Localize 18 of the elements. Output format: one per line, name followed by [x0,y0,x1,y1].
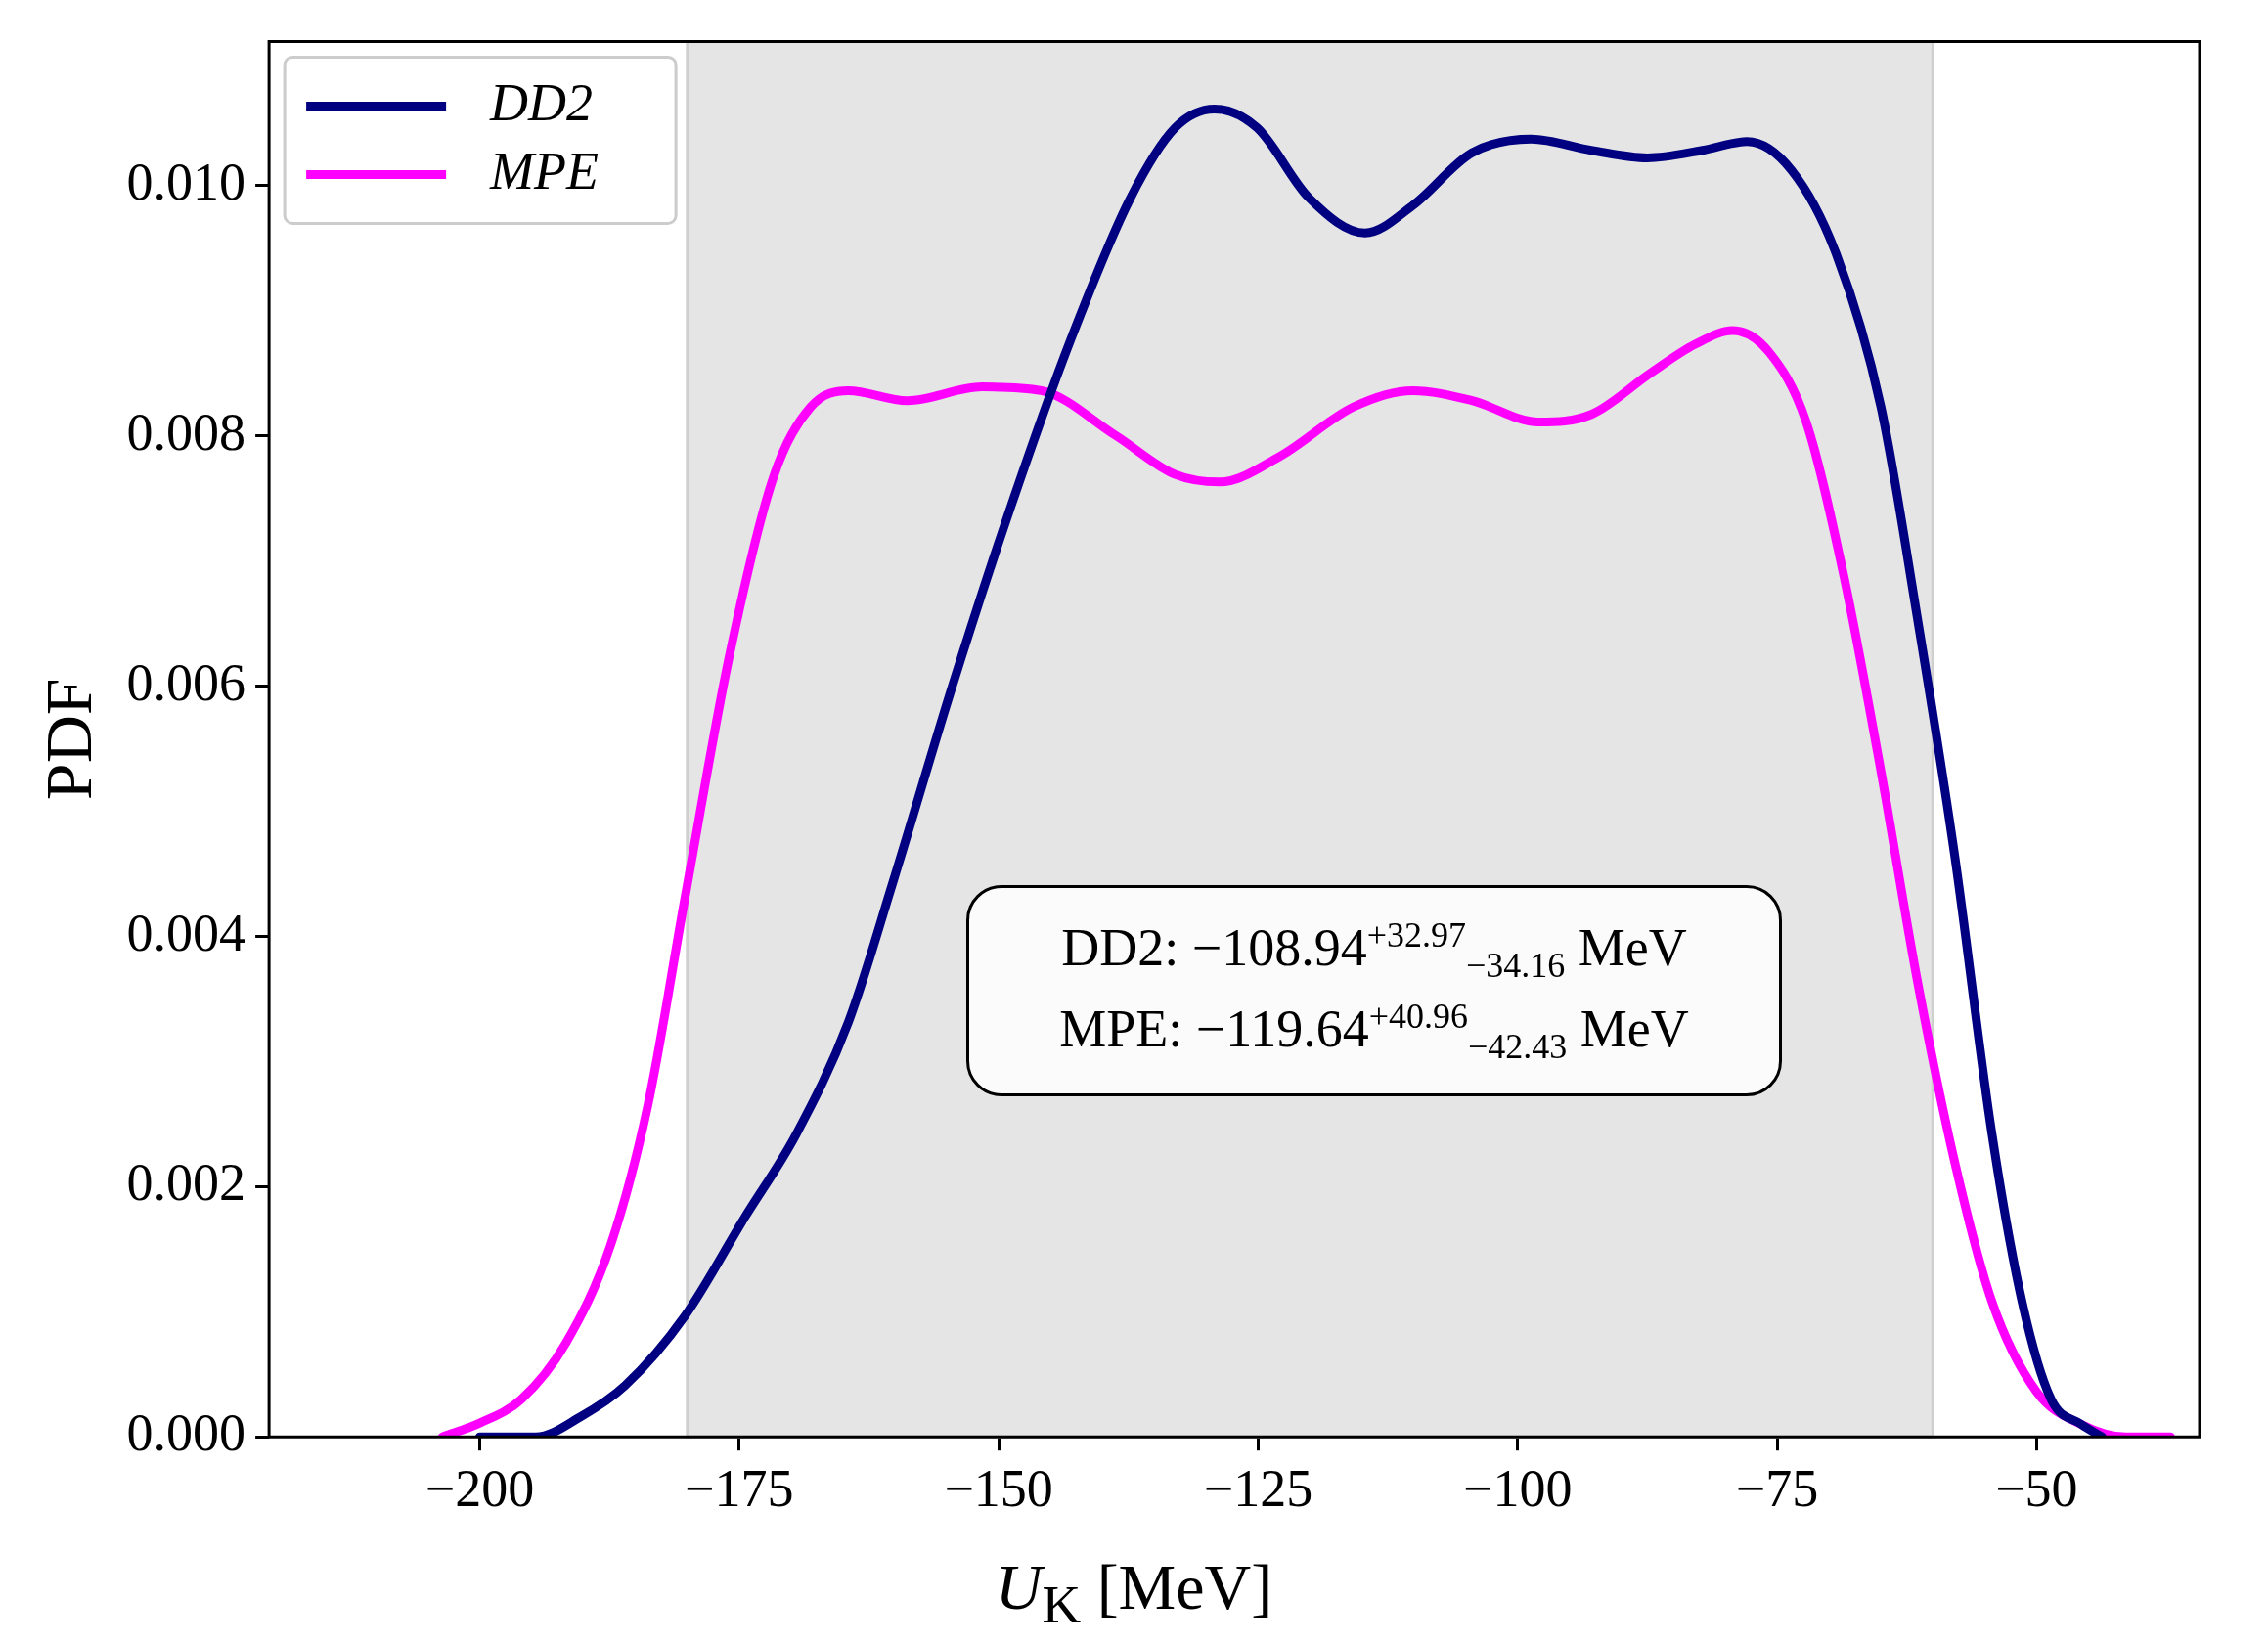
y-tick-label: 0.010 [126,152,246,211]
x-tick-label: −150 [944,1458,1053,1518]
x-tick-label: −50 [1995,1458,2078,1518]
x-tick-label: −200 [424,1458,535,1518]
x-axis-title: U$_{K}$ [MeV] [994,1551,1274,1635]
y-axis-title: PDF [30,678,106,801]
y-tick-label: 0.008 [126,402,246,462]
y-tick-label: 0.006 [126,652,246,712]
y-tick-label: 0.002 [126,1153,246,1213]
x-tick-label: −175 [685,1458,794,1518]
text-box: DD2: −108.94$^{+32.97}$$_{−34.16}$ MeV MPE: −119.64$^{+40.96}$$_{−42.43}$ MeV [966,885,1782,1096]
y-tick-label: 0.004 [126,903,246,962]
x-tick-label: −125 [1203,1458,1313,1518]
legend-label: DD2 [489,72,594,132]
x-tick-label: −100 [1463,1458,1573,1518]
x-tick-label: −75 [1735,1458,1819,1518]
legend-label: MPE [489,141,600,200]
y-tick-label: 0.000 [126,1403,246,1463]
